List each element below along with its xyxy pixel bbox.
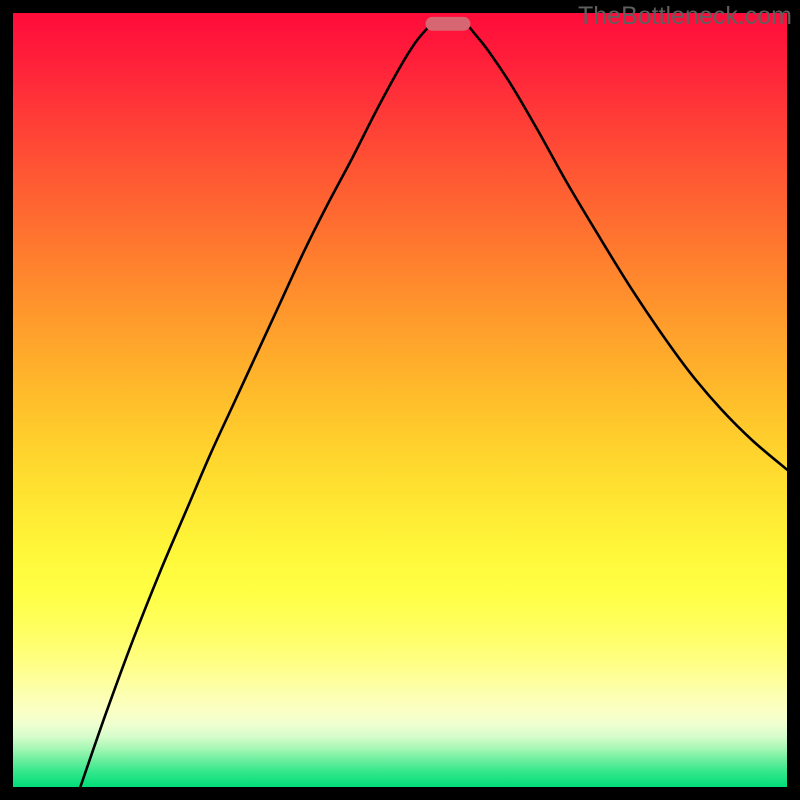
chart-background-gradient [13, 13, 787, 787]
chart-container: TheBottleneck.com [0, 0, 800, 800]
bottleneck-curve-chart [0, 0, 800, 800]
watermark-text: TheBottleneck.com [578, 2, 792, 31]
optimal-point-marker [426, 17, 471, 31]
